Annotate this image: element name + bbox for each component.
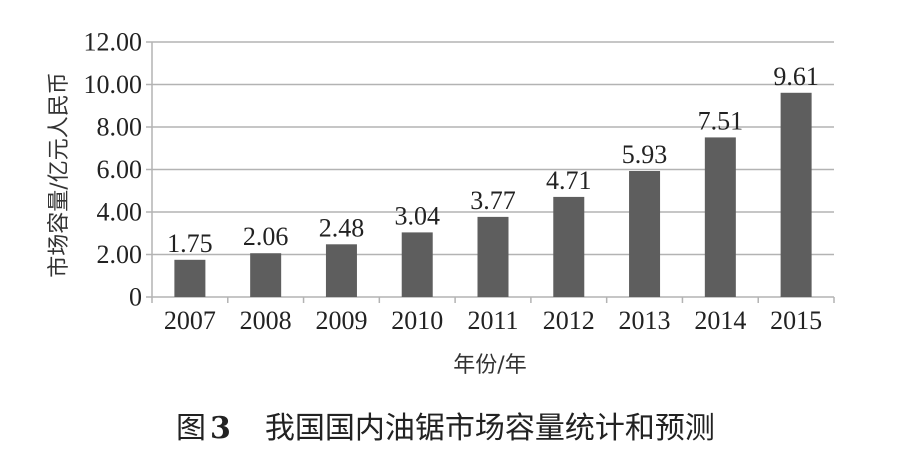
bar [553,196,585,297]
bar [704,137,736,297]
data-labels: 1.75 2.06 2.48 3.04 3.77 4.71 5.93 7.51 9.61 [167,62,819,258]
x-tick-label: 2010 [391,306,443,335]
x-tick-label: 2008 [240,306,292,335]
bar [477,216,509,297]
bar [401,232,433,297]
bar [780,92,812,297]
data-label: 1.75 [167,229,213,258]
data-label: 2.06 [243,222,289,251]
data-label: 2.48 [319,213,365,242]
x-tick-label: 2013 [619,306,671,335]
x-tick-label: 2015 [770,306,822,335]
y-axis-title: 市场容量/亿元人民币 [47,72,72,277]
x-axis-title: 年份/年 [453,353,526,378]
bar [250,253,282,297]
y-tick-label: 2.00 [97,240,143,269]
data-label: 4.71 [546,166,592,195]
y-tick-label: 12.00 [84,28,143,57]
y-tick-label: 4.00 [97,198,143,227]
y-tick-label: 0 [129,283,142,312]
x-tick-label: 2009 [315,306,367,335]
y-tick-label: 8.00 [97,113,143,142]
x-tick-labels: 2007 2008 2009 2010 2011 2012 2013 2014 2015 [164,306,822,335]
x-tick-label: 2014 [694,306,746,335]
x-tick-label: 2012 [543,306,595,335]
x-tick-label: 2007 [164,306,216,335]
data-label: 3.04 [394,201,440,230]
bars [174,92,812,297]
figure-caption: 图 3 我国国内油锯市场容量统计和预测 [176,411,715,446]
bar [325,244,357,297]
bar [174,259,206,297]
data-label: 3.77 [470,186,516,215]
bar [629,170,661,297]
y-tick-label: 6.00 [97,155,143,184]
x-tick-label: 2011 [467,306,518,335]
caption-number: 3 [210,411,231,446]
y-tick-label: 10.00 [84,70,143,99]
caption-prefix: 图 [176,411,206,446]
y-tick-labels: 0 2.00 4.00 6.00 8.00 10.00 12.00 [84,28,143,312]
data-label: 7.51 [698,106,744,135]
data-label: 9.61 [773,62,819,91]
caption-text: 我国国内油锯市场容量统计和预测 [265,411,715,446]
data-label: 5.93 [622,140,668,169]
